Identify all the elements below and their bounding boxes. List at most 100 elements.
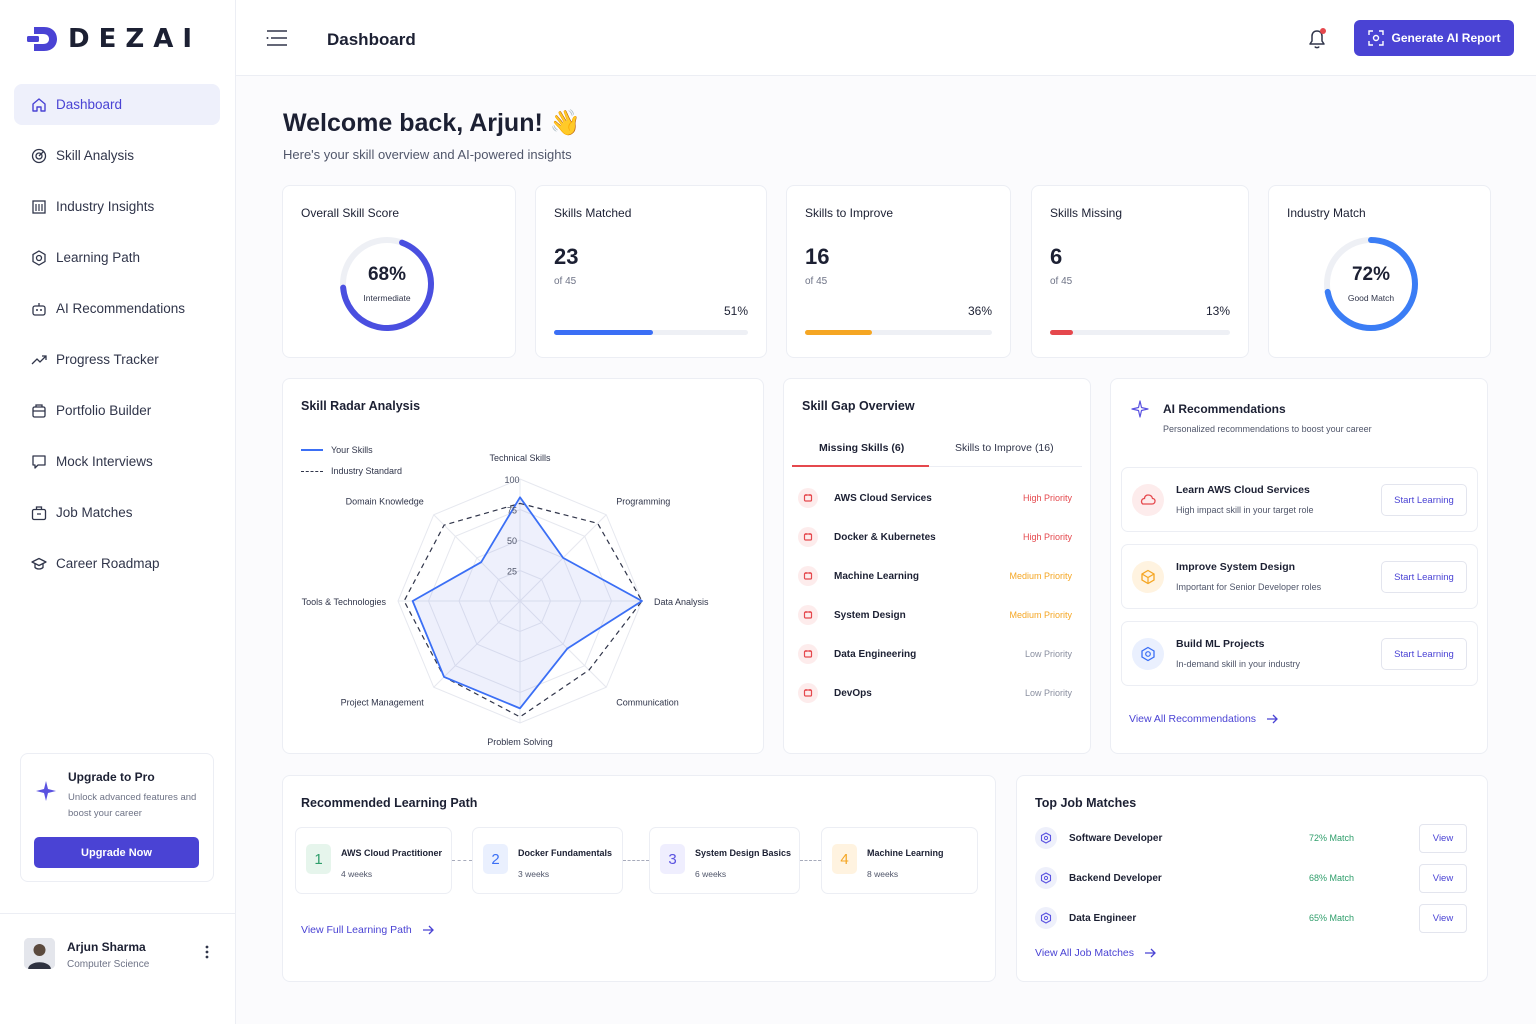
recommendation-item: Learn AWS Cloud Services High impact skil…: [1121, 467, 1478, 532]
view-job-button[interactable]: View: [1419, 823, 1467, 853]
recommendation-title: Learn AWS Cloud Services: [1176, 484, 1310, 496]
sidebar-item-skill-analysis[interactable]: Skill Analysis: [14, 135, 220, 176]
step-number: 4: [832, 844, 857, 874]
priority-badge: High Priority: [1022, 493, 1072, 503]
job-icon: [1035, 827, 1057, 849]
sidebar-item-learning-path[interactable]: Learning Path: [14, 237, 220, 278]
skills-missing-value: 6: [1050, 244, 1063, 269]
skill-gap-row[interactable]: System Design Medium Priority: [798, 603, 1072, 627]
more-vertical-icon[interactable]: [200, 944, 214, 960]
upgrade-desc: Unlock advanced features and boost your …: [68, 792, 197, 819]
industry-match-card: Industry Match 72% Good Match: [1268, 185, 1491, 358]
sidebar-item-dashboard[interactable]: Dashboard: [14, 84, 220, 125]
sidebar-item-industry-insights[interactable]: Industry Insights: [14, 186, 220, 227]
step-number: 1: [306, 844, 331, 874]
tab-missing-skills[interactable]: Missing Skills (6): [819, 442, 905, 454]
skill-gap-row[interactable]: DevOps Low Priority: [798, 681, 1072, 705]
skill-gap-row[interactable]: Machine Learning Medium Priority: [798, 564, 1072, 588]
view-job-button[interactable]: View: [1419, 863, 1467, 893]
ai-recommendations-card: AI Recommendations Personalized recommen…: [1110, 378, 1488, 754]
tab-skills-to-improve[interactable]: Skills to Improve (16): [955, 442, 1054, 454]
job-match-row: Data Engineer 65% Match View: [1035, 903, 1467, 933]
radar-axis-label: Data Analysis: [654, 597, 709, 607]
start-learning-button[interactable]: Start Learning: [1381, 638, 1467, 670]
upgrade-card: Upgrade to Pro Unlock advanced features …: [20, 753, 214, 882]
sidebar-item-label: Job Matches: [56, 505, 133, 520]
job-match-percent: 65% Match: [1309, 913, 1355, 923]
alert-icon: [798, 605, 818, 625]
sidebar-item-progress-tracker[interactable]: Progress Tracker: [14, 339, 220, 380]
skill-name: Data Engineering: [834, 648, 917, 660]
job-match-percent: 68% Match: [1309, 873, 1355, 883]
job-matches-card: Top Job Matches Software Developer 72% Ma…: [1016, 775, 1488, 982]
step-duration: 6 weeks: [695, 869, 727, 879]
step-number: 3: [660, 844, 685, 874]
learning-step[interactable]: 3 System Design Basics 6 weeks: [649, 827, 800, 894]
skill-gap-row[interactable]: AWS Cloud Services High Priority: [798, 486, 1072, 510]
notification-bell-icon[interactable]: [1306, 27, 1328, 51]
start-learning-button[interactable]: Start Learning: [1381, 484, 1467, 516]
brand-logo[interactable]: DEZAI: [26, 24, 201, 54]
sidebar-item-label: Dashboard: [56, 97, 123, 112]
sidebar-item-mock-interviews[interactable]: Mock Interviews: [14, 441, 220, 482]
radar-axis-line: [433, 514, 521, 602]
learning-step[interactable]: 4 Machine Learning 8 weeks: [821, 827, 978, 894]
priority-badge: Medium Priority: [1009, 610, 1072, 620]
card-title: Skills Matched: [554, 206, 632, 220]
radar-axis-label: Technical Skills: [489, 453, 551, 463]
trend-icon: [31, 354, 47, 364]
legend-industry-standard: Industry Standard: [301, 466, 402, 476]
overall-skill-score-card: Overall Skill Score 68% Intermediate: [282, 185, 516, 358]
skill-gap-row[interactable]: Docker & Kubernetes High Priority: [798, 525, 1072, 549]
step-connector: [452, 860, 472, 861]
skill-name: Machine Learning: [834, 570, 920, 582]
sidebar-item-career-roadmap[interactable]: Career Roadmap: [14, 543, 220, 584]
skills-to-improve-card: Skills to Improve 16 of 45 36%: [786, 185, 1011, 358]
step-title: Machine Learning: [867, 848, 944, 858]
card-title: Skills Missing: [1050, 206, 1123, 220]
menu-icon[interactable]: [266, 29, 288, 47]
alert-icon: [798, 527, 818, 547]
job-title: Backend Developer: [1069, 872, 1162, 884]
radar-tick-label: 100: [504, 475, 519, 485]
skill-gap-row[interactable]: Data Engineering Low Priority: [798, 642, 1072, 666]
view-job-button[interactable]: View: [1419, 903, 1467, 933]
welcome-title: Welcome back, Arjun! 👋: [283, 109, 581, 137]
learning-step[interactable]: 1 AWS Cloud Practitioner 4 weeks: [295, 827, 452, 894]
skills-missing-card: Skills Missing 6 of 45 13%: [1031, 185, 1249, 358]
start-learning-button[interactable]: Start Learning: [1381, 561, 1467, 593]
folder-icon: [32, 403, 46, 418]
view-all-job-matches-link[interactable]: View All Job Matches: [1035, 947, 1156, 959]
priority-badge: Low Priority: [1024, 688, 1072, 698]
sidebar-item-job-matches[interactable]: Job Matches: [14, 492, 220, 533]
skill-name: AWS Cloud Services: [834, 492, 932, 504]
generate-ai-report-label: Generate AI Report: [1391, 31, 1501, 45]
alert-icon: [798, 566, 818, 586]
sidebar-item-ai-recommendations[interactable]: AI Recommendations: [14, 288, 220, 329]
sidebar-item-portfolio-builder[interactable]: Portfolio Builder: [14, 390, 220, 431]
user-profile: Arjun Sharma Computer Science: [0, 913, 235, 1024]
skills-missing-total: of 45: [1050, 276, 1073, 287]
graduation-icon: [31, 557, 47, 570]
sidebar-item-label: Progress Tracker: [56, 352, 159, 367]
chat-icon: [32, 454, 46, 469]
job-match-percent: 72% Match: [1309, 833, 1355, 843]
skills-missing-bar: [1050, 330, 1230, 335]
view-full-learning-path-link[interactable]: View Full Learning Path: [301, 924, 434, 936]
avatar[interactable]: [24, 938, 55, 969]
upgrade-now-button[interactable]: Upgrade Now: [34, 837, 199, 868]
radar-axis-line: [433, 600, 521, 688]
skills-matched-card: Skills Matched 23 of 45 51%: [535, 185, 767, 358]
page-title: Dashboard: [327, 30, 416, 49]
sparkle-icon: [1131, 400, 1149, 418]
step-duration: 8 weeks: [867, 869, 899, 879]
sidebar-item-label: Industry Insights: [56, 199, 155, 214]
view-all-recommendations-link[interactable]: View All Recommendations: [1129, 713, 1278, 725]
generate-ai-report-button[interactable]: Generate AI Report: [1354, 20, 1514, 56]
card-title: Top Job Matches: [1035, 796, 1137, 810]
ai-recommendations-subtitle: Personalized recommendations to boost yo…: [1163, 424, 1372, 434]
sidebar-item-label: Skill Analysis: [56, 148, 135, 163]
learning-step[interactable]: 2 Docker Fundamentals 3 weeks: [472, 827, 623, 894]
sidebar-item-label: Mock Interviews: [56, 454, 153, 469]
step-number: 2: [483, 844, 508, 874]
